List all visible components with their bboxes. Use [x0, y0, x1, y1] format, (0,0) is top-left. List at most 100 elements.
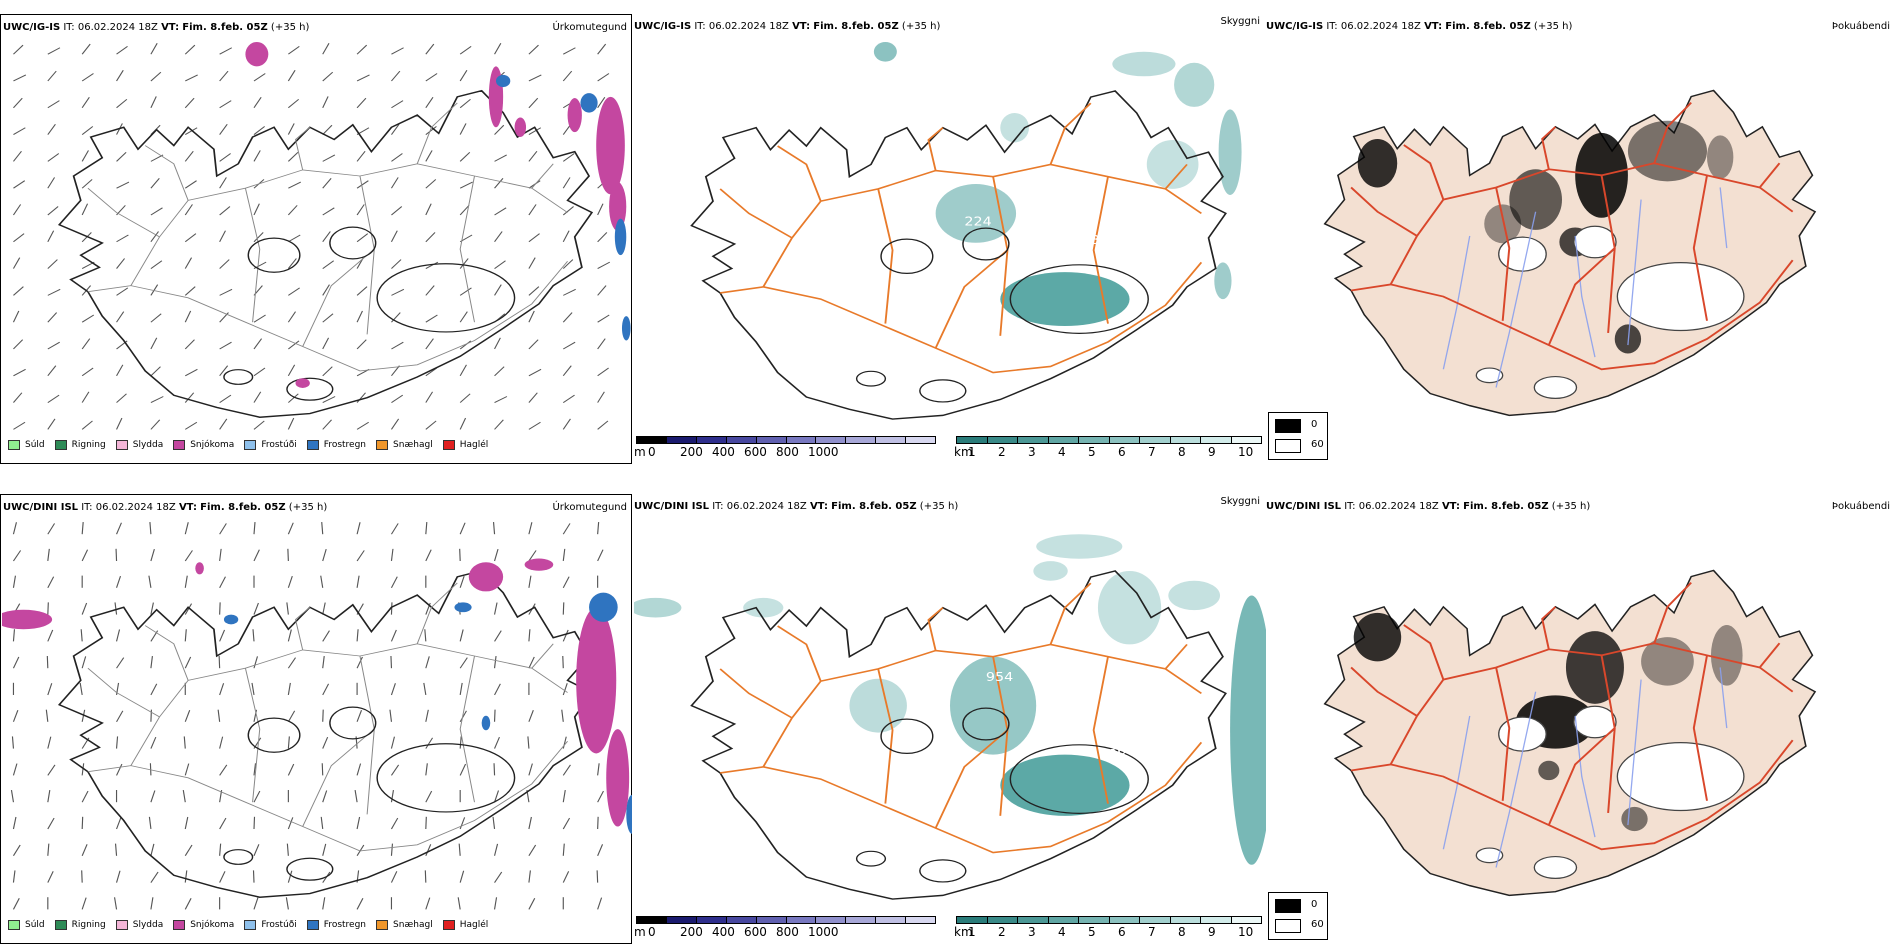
- model-name: UWC/DINI ISL: [3, 502, 79, 513]
- road-network: [719, 102, 1203, 374]
- vt-value: Fim. 8.feb. 05Z: [182, 22, 268, 33]
- low-visibility-areas: [634, 534, 1266, 865]
- panel-header: UWC/IG-IS IT: 06.02.2024 18Z VT: Fim. 8.…: [1266, 21, 1572, 32]
- vt-value: Fim. 8.feb. 05Z: [1463, 501, 1549, 512]
- model-name: UWC/DINI ISL: [634, 501, 710, 512]
- vt-label: VT:: [792, 21, 811, 32]
- legend-swatch: [244, 440, 257, 450]
- fog-legend-label-high: 0: [1311, 899, 1318, 910]
- colorbar-cell: [726, 437, 757, 443]
- it-value: 06.02.2024 18Z: [708, 21, 789, 32]
- colorbar-tick: 9: [1208, 445, 1216, 459]
- fog-legend-swatch-high: [1275, 419, 1301, 433]
- colorbar-tick: 9: [1208, 925, 1216, 939]
- glacier-outlines: [855, 707, 1149, 883]
- vt-value: Fim. 8.feb. 05Z: [200, 502, 286, 513]
- vt-label: VT:: [1424, 21, 1443, 32]
- legend-swatch: [306, 920, 319, 930]
- model-name: UWC/DINI ISL: [1266, 501, 1342, 512]
- colorbar-cell: [987, 437, 1018, 443]
- panel-title-precip: Úrkomutegund: [552, 502, 627, 513]
- forecast-row: UWC/IG-IS IT: 06.02.2024 18Z VT: Fim. 8.…: [0, 0, 1900, 470]
- colorbar-tick: 10: [1238, 925, 1254, 939]
- precip-map: [2, 522, 632, 910]
- colorbar-cell: [1201, 437, 1232, 443]
- legend-item: Súld: [8, 920, 45, 930]
- model-name: UWC/IG-IS: [634, 21, 692, 32]
- fog-legend-swatch-low: [1275, 919, 1301, 933]
- colorbar-cell: [666, 437, 697, 443]
- legend-item: Snæhagl: [376, 920, 433, 930]
- colorbar-tick: 8: [1178, 925, 1186, 939]
- coastline: [690, 570, 1227, 900]
- colorbar-cell: [637, 917, 667, 923]
- legend-label: Haglél: [459, 440, 489, 450]
- colorbar-unit: m: [634, 925, 646, 939]
- visibility-panel: UWC/IG-IS IT: 06.02.2024 18Z VT: Fim. 8.…: [632, 14, 1264, 464]
- legend-item: Snjókoma: [173, 920, 234, 930]
- colorbar-cell: [987, 917, 1018, 923]
- cloud-base-labels: 70 224 378 340 245: [907, 154, 1164, 247]
- colorbar-tick: 5: [1088, 925, 1096, 939]
- colorbar-cell: [846, 437, 877, 443]
- colorbar-tick: 2: [998, 925, 1006, 939]
- colorbar-tick: 6: [1118, 445, 1126, 459]
- colorbar-cell: [876, 917, 907, 923]
- colorbar-cell: [846, 917, 877, 923]
- colorbar-cell: [1140, 437, 1171, 443]
- colorbar-cell: [957, 917, 988, 923]
- colorbar-cell: [637, 437, 667, 443]
- vt-value: Fim. 8.feb. 05Z: [831, 501, 917, 512]
- legend-item: Haglél: [442, 920, 488, 930]
- it-value: 06.02.2024 18Z: [1358, 501, 1439, 512]
- legend-swatch: [8, 440, 20, 450]
- panel-title-fog: Þokuábendi: [1831, 501, 1890, 512]
- vt-label: VT:: [161, 22, 180, 33]
- colorbar-strip: [956, 916, 1262, 924]
- colorbar-cell: [816, 917, 847, 923]
- colorbar-cell: [1201, 917, 1232, 923]
- legend-item: Slydda: [115, 440, 163, 450]
- colorbar-tick: 600: [744, 925, 767, 939]
- colorbar-cell: [1170, 437, 1201, 443]
- colorbar-unit: m: [634, 445, 646, 459]
- vt-label: VT:: [178, 502, 197, 513]
- colorbar-cell: [726, 917, 757, 923]
- lead-time: (+35 h): [1551, 501, 1591, 512]
- colorbar-tick: 7: [1148, 925, 1156, 939]
- road-network: [1350, 581, 1794, 851]
- precip-type-legend: Súld Rigning Slydda Snjókoma Frostúði Frostre…: [8, 440, 498, 450]
- legend-label: Súld: [25, 920, 45, 930]
- cloud-base-label: 62: [907, 757, 925, 771]
- colorbar-tick: 8: [1178, 445, 1186, 459]
- fog-legend-label-low: 60: [1311, 919, 1324, 930]
- colorbar-tick: 800: [776, 925, 799, 939]
- fog-legend-label-low: 60: [1311, 439, 1324, 450]
- legend-item: Frostregn: [306, 920, 367, 930]
- model-name: UWC/IG-IS: [3, 22, 61, 33]
- cloud-base-label: 245: [1022, 154, 1049, 168]
- vt-label: VT:: [809, 501, 828, 512]
- legend-swatch: [376, 920, 389, 930]
- glacier-outlines: [855, 227, 1149, 403]
- colorbar-cell: [1079, 917, 1110, 923]
- road-network: [87, 102, 568, 372]
- legend-swatch: [376, 440, 389, 450]
- colorbar-cell: [756, 437, 787, 443]
- coastline: [690, 90, 1227, 420]
- legend-swatch: [244, 920, 257, 930]
- fog-probability: [1353, 612, 1743, 832]
- legend-swatch: [173, 920, 186, 930]
- it-value: 06.02.2024 18Z: [1340, 21, 1421, 32]
- precip-type-panel: UWC/IG-IS IT: 06.02.2024 18Z VT: Fim. 8.…: [0, 14, 632, 464]
- legend-label: Súld: [25, 440, 45, 450]
- it-label: IT:: [694, 21, 706, 32]
- legend-label: Frostregn: [323, 920, 367, 930]
- panel-title-precip: Úrkomutegund: [552, 22, 627, 33]
- panel-header: UWC/IG-IS IT: 06.02.2024 18Z VT: Fim. 8.…: [634, 21, 940, 32]
- panel-header: UWC/DINI ISL IT: 06.02.2024 18Z VT: Fim.…: [3, 502, 327, 513]
- vt-value: Fim. 8.feb. 05Z: [813, 21, 899, 32]
- legend-swatch: [8, 920, 20, 930]
- precip-type-panel: UWC/DINI ISL IT: 06.02.2024 18Z VT: Fim.…: [0, 494, 632, 944]
